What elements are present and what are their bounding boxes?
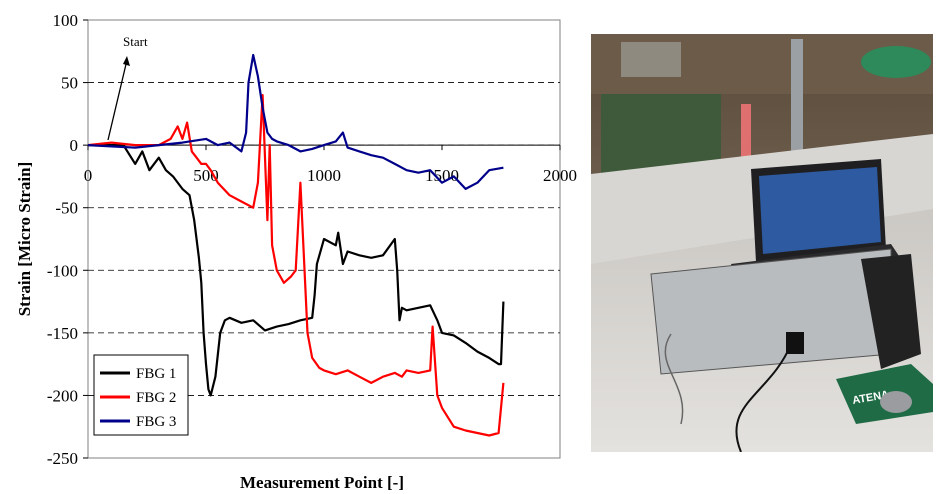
photo-mouse [880,391,912,413]
x-tick-label: 1500 [425,166,459,185]
y-tick-label: -250 [47,449,78,468]
x-tick-label: 0 [84,166,93,185]
y-axis-title: Strain [Micro Strain] [15,162,34,317]
legend-label-fbg1: FBG 1 [136,366,176,382]
x-tick-label: 500 [193,166,219,185]
x-tick-label: 1000 [307,166,341,185]
y-tick-label: -50 [55,199,78,218]
photo-connector [786,332,804,354]
start-arrow [107,59,128,141]
y-tick-label: -100 [47,261,78,280]
x-axis-title: Measurement Point [-] [240,473,404,492]
legend: FBG 1 FBG 2 FBG 3 [93,354,189,436]
photo-case [861,254,921,369]
series-layer [87,53,505,437]
y-tick-label: 0 [70,136,79,155]
photo-spool [861,46,931,78]
lab-setup-photo: ATENA [591,34,933,452]
legend-label-fbg2: FBG 2 [136,390,176,406]
start-annotation: Start [123,34,148,49]
photo-window [621,42,681,77]
y-tick-label: 50 [61,74,78,93]
x-tick-label: 2000 [543,166,577,185]
photo-laptop-screen [759,167,881,254]
series-line-fbg2 [87,93,505,437]
y-axis-ticks: 100 50 0 -50 -100 -150 -200 -250 [47,11,88,468]
series-line-fbg3 [87,53,504,190]
legend-label-fbg3: FBG 3 [136,414,176,430]
photo-green-box [836,364,933,424]
y-tick-label: -150 [47,324,78,343]
photo-cable [735,343,792,452]
photo-fiber [664,333,684,425]
photo-cone [741,104,751,174]
start-arrow-head [123,56,130,66]
y-tick-label: -200 [47,386,78,405]
y-tick-label: 100 [53,11,79,30]
